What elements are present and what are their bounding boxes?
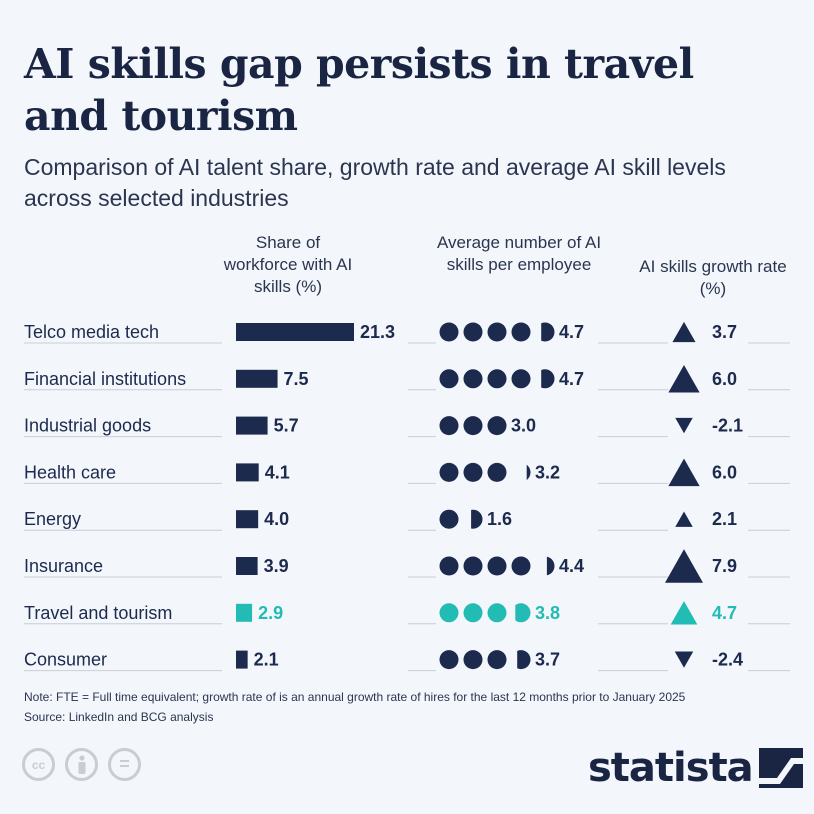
skill-dot: [439, 462, 459, 482]
skill-dot: [463, 462, 483, 482]
avg-value-label: 4.7: [559, 322, 584, 342]
chart-title: AI skills gap persists in travel and tou…: [24, 40, 694, 140]
growth-value-label: 2.1: [712, 509, 737, 529]
share-value-label: 4.0: [264, 509, 289, 529]
skill-dot: [511, 322, 531, 342]
share-value-label: 5.7: [274, 416, 299, 436]
share-value-label: 2.9: [258, 603, 283, 623]
growth-up-triangle: [672, 321, 696, 343]
share-bar: [236, 650, 248, 669]
skill-partial-dot: [526, 464, 531, 480]
growth-down-triangle: [675, 417, 693, 434]
skill-dot: [463, 416, 483, 436]
share-value-label: 2.1: [254, 650, 279, 670]
share-value-label: 4.1: [265, 462, 290, 482]
growth-up-triangle: [668, 365, 700, 393]
avg-value-label: 3.2: [535, 462, 560, 482]
skill-dot: [439, 416, 459, 436]
skill-dot: [439, 509, 459, 529]
avg-value-label: 3.7: [535, 650, 560, 670]
column-header-avg-skills: Average number of AI skills per employee: [436, 233, 602, 274]
share-bar: [236, 557, 258, 575]
skill-dot: [463, 603, 483, 623]
growth-up-triangle: [675, 511, 693, 527]
avg-value-label: 4.7: [559, 369, 584, 389]
share-value-label: 21.3: [360, 322, 395, 342]
no-derivatives-icon[interactable]: =: [108, 748, 141, 781]
category-label: Financial institutions: [24, 369, 186, 389]
share-bar: [236, 323, 354, 341]
skill-dot: [463, 369, 483, 389]
category-label: Industrial goods: [24, 416, 151, 436]
skill-partial-dot: [517, 650, 531, 670]
growth-up-triangle: [665, 549, 703, 583]
skill-partial-dot: [541, 322, 555, 342]
skill-dot: [463, 322, 483, 342]
skill-dot: [487, 650, 507, 670]
share-value-label: 7.5: [284, 369, 309, 389]
skill-dot: [487, 462, 507, 482]
footnote: Note: FTE = Full time equivalent; growth…: [24, 687, 685, 727]
category-label: Insurance: [24, 556, 103, 576]
chart-svg: Telco media tech 21.3 4.7 3.7 Financial inst…: [24, 321, 790, 672]
skill-partial-dot: [515, 603, 531, 623]
skill-dot: [487, 416, 507, 436]
skill-dot: [439, 603, 459, 623]
growth-value-label: 7.9: [712, 556, 737, 576]
growth-value-label: -2.4: [712, 650, 743, 670]
growth-value-label: 6.0: [712, 369, 737, 389]
skill-dot: [487, 603, 507, 623]
skill-partial-dot: [471, 509, 483, 529]
skill-dot: [439, 650, 459, 670]
share-bar: [236, 416, 268, 435]
category-label: Energy: [24, 509, 81, 529]
skill-dot: [439, 322, 459, 342]
statista-logo[interactable]: statista: [588, 744, 803, 792]
skill-partial-dot: [546, 556, 555, 576]
source-text: Source: LinkedIn and BCG analysis: [24, 710, 214, 724]
skill-partial-dot: [541, 369, 555, 389]
cc-icon[interactable]: cc: [22, 748, 55, 781]
growth-value-label: 3.7: [712, 322, 737, 342]
growth-value-label: 4.7: [712, 603, 737, 623]
column-header-growth: AI skills growth rate (%): [639, 257, 787, 298]
skill-dot: [439, 556, 459, 576]
skill-dot: [439, 369, 459, 389]
skill-dot: [487, 322, 507, 342]
skill-dot: [463, 556, 483, 576]
category-label: Telco media tech: [24, 322, 159, 342]
logo-mark-icon: [758, 748, 803, 788]
growth-value-label: -2.1: [712, 416, 743, 436]
skill-dot: [487, 556, 507, 576]
column-header-share: Share of workforce with AI skills (%): [223, 233, 353, 296]
avg-value-label: 3.8: [535, 603, 560, 623]
growth-down-triangle: [674, 651, 694, 668]
chart-subtitle: Comparison of AI talent share, growth ra…: [24, 154, 726, 211]
share-bar: [236, 463, 259, 482]
note-text: Note: FTE = Full time equivalent; growth…: [24, 690, 686, 704]
logo-text: statista: [588, 745, 754, 791]
category-label: Consumer: [24, 650, 107, 670]
growth-value-label: 6.0: [712, 462, 737, 482]
license-icons: cc =: [22, 748, 141, 781]
skill-dot: [511, 369, 531, 389]
skill-dot: [463, 650, 483, 670]
skill-dot: [511, 556, 531, 576]
skill-dot: [487, 369, 507, 389]
share-bar: [236, 369, 278, 388]
category-label: Travel and tourism: [24, 603, 172, 623]
growth-up-triangle: [668, 458, 700, 487]
share-bar: [236, 603, 253, 622]
attribution-icon[interactable]: [65, 748, 98, 781]
category-label: Health care: [24, 462, 116, 482]
share-value-label: 3.9: [264, 556, 289, 576]
avg-value-label: 1.6: [487, 509, 512, 529]
growth-up-triangle: [670, 601, 698, 625]
avg-value-label: 3.0: [511, 416, 536, 436]
avg-value-label: 4.4: [559, 556, 584, 576]
share-bar: [236, 510, 259, 529]
